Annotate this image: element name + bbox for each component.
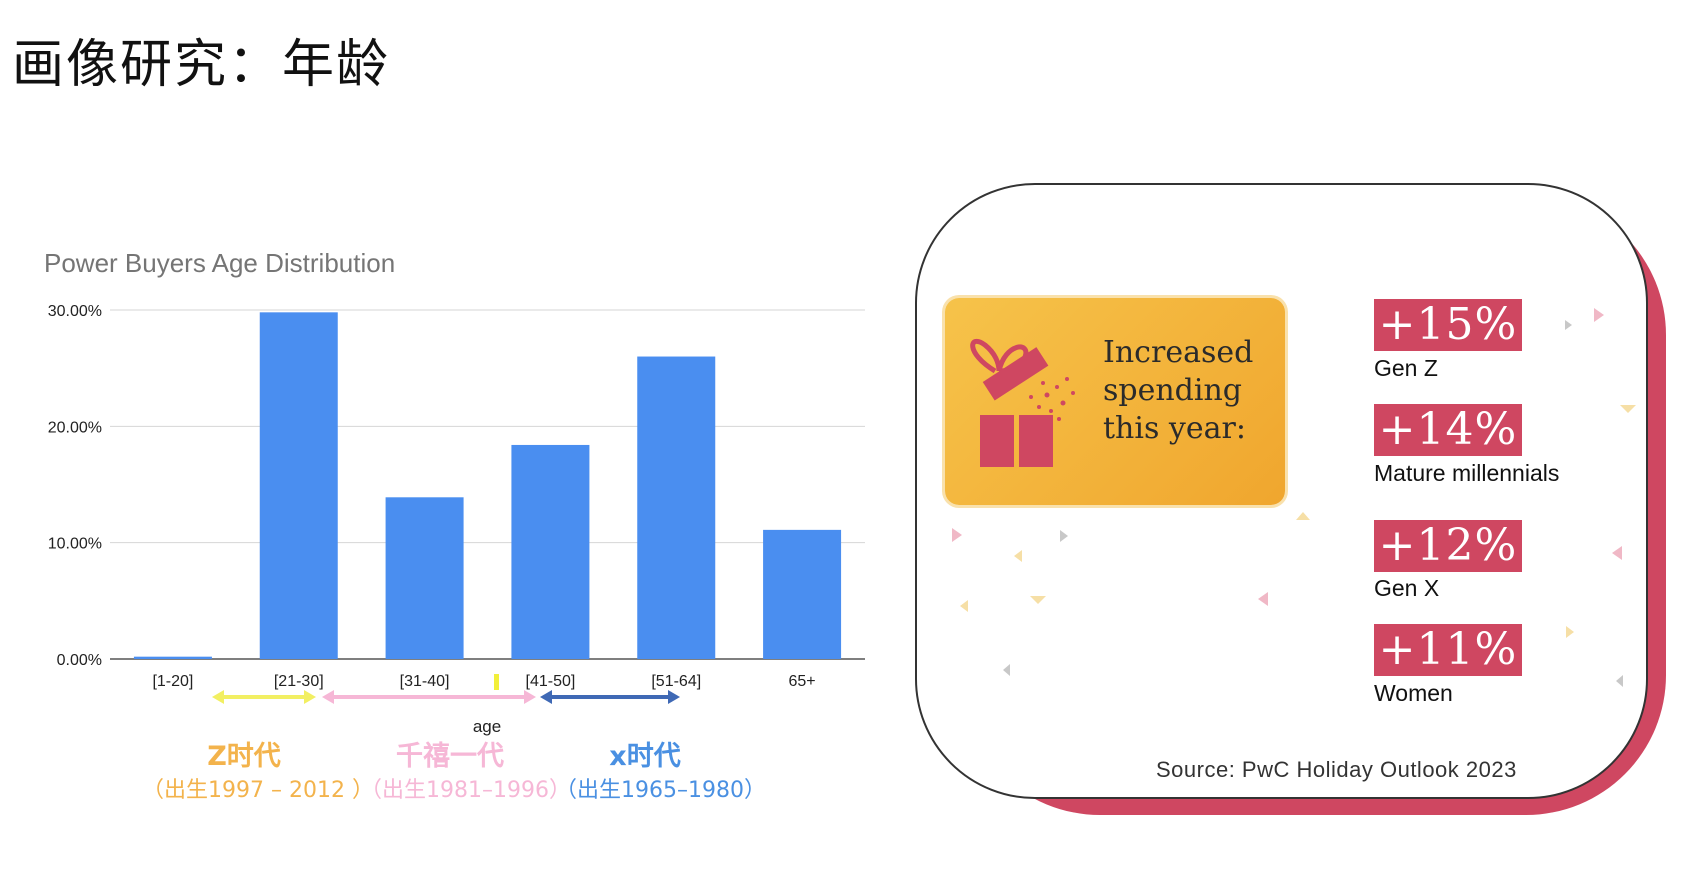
increased-spending-text: Increased spending this year: — [1103, 335, 1254, 446]
chart-title: Power Buyers Age Distribution — [44, 248, 396, 278]
chart-bars — [133, 312, 842, 659]
stat-badge-women: +11% — [1374, 624, 1522, 676]
generation-z-years: （出生1997 – 2012 ） — [142, 778, 374, 803]
x-tick-label: [51-64] — [651, 673, 701, 690]
confetti-triangle — [1014, 550, 1022, 562]
bar-51-64 — [637, 356, 716, 659]
chart-gridlines — [110, 309, 865, 660]
gift-icon — [970, 338, 1075, 467]
slide-title: 画像研究：年龄 — [12, 35, 391, 95]
bar-41-50 — [511, 444, 590, 659]
y-tick-label: 30.00% — [48, 303, 102, 320]
stat-label-gen-z: Gen Z — [1374, 355, 1438, 381]
generation-millennial-years: （出生1981–1996） — [360, 778, 571, 803]
source-note: Source: PwC Holiday Outlook 2023 — [1156, 757, 1517, 782]
confetti-triangle — [1612, 546, 1622, 560]
x-tick-label: [1-20] — [152, 673, 193, 690]
x-tick-label: [41-50] — [526, 673, 576, 690]
confetti-triangle — [1565, 320, 1572, 330]
x-axis-label: age — [473, 717, 501, 736]
confetti-triangle — [1616, 675, 1623, 687]
bar-21-30 — [259, 312, 338, 659]
confetti-triangle — [1620, 405, 1636, 413]
x-tick-label: 65+ — [789, 673, 816, 690]
generation-z-label: Z时代 — [207, 741, 281, 772]
confetti-triangle — [960, 600, 968, 612]
generation-arrow — [212, 690, 316, 704]
cursor-marker — [494, 674, 499, 690]
x-tick-label: [31-40] — [400, 673, 450, 690]
bar-65 — [763, 529, 842, 659]
y-tick-label: 0.00% — [57, 652, 102, 669]
generation-x-years: （出生1965–1980） — [555, 778, 766, 803]
y-tick-label: 10.00% — [48, 536, 102, 553]
y-tick-label: 20.00% — [48, 419, 102, 436]
confetti-triangle — [1566, 626, 1574, 638]
confetti-triangle — [1296, 512, 1310, 520]
stat-label-women: Women — [1374, 680, 1453, 706]
confetti-triangle — [1030, 596, 1046, 604]
chart-y-ticks: 0.00% 10.00% 20.00% 30.00% — [48, 303, 102, 669]
confetti-triangle — [1594, 308, 1604, 322]
confetti-triangle — [952, 528, 962, 542]
confetti-triangle — [1003, 664, 1010, 676]
stat-label-gen-x: Gen X — [1374, 575, 1440, 601]
chart-x-ticks: [1-20] [21-30] [31-40] [41-50] [51-64] 65+ — [152, 673, 815, 690]
stat-badge-gen-z: +15% — [1374, 299, 1522, 351]
stat-badge-mature-millennials: +14% — [1374, 404, 1522, 456]
generation-arrow — [540, 690, 680, 704]
bar-31-40 — [385, 497, 464, 659]
stat-badge-gen-x: +12% — [1374, 520, 1522, 572]
bar-1-20 — [133, 656, 212, 659]
confetti-triangle — [1060, 530, 1068, 542]
generation-arrow — [322, 690, 536, 704]
confetti-triangle — [1258, 592, 1268, 606]
generation-millennial-label: 千禧一代 — [396, 741, 504, 772]
gift-panel: Increased spending this year: — [945, 298, 1285, 505]
stat-label-mature-millennials: Mature millennials — [1374, 460, 1560, 486]
x-tick-label: [21-30] — [274, 673, 324, 690]
age-distribution-chart: 0.00% 10.00% 20.00% 30.00% [1-20] [21-30] [31… — [48, 303, 865, 736]
generation-x-label: x时代 — [609, 741, 681, 772]
generation-arrows — [212, 690, 680, 704]
